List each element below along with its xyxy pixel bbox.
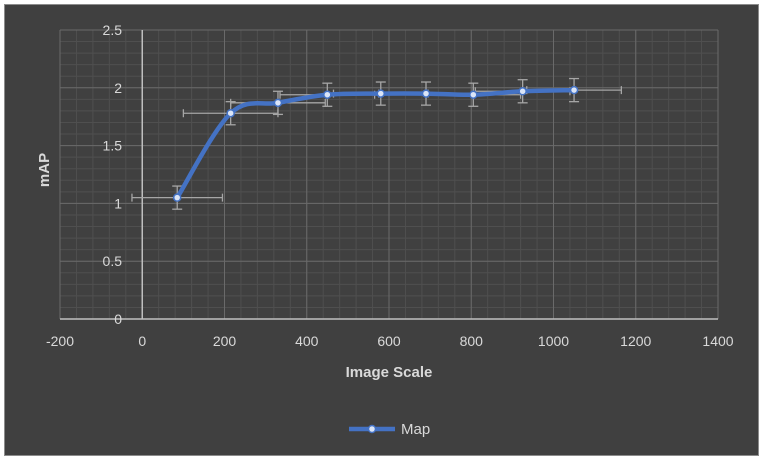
data-point <box>226 108 235 118</box>
axes <box>60 30 718 320</box>
y-tick-label: 1 <box>114 195 122 211</box>
x-tick-label: 1000 <box>538 333 569 349</box>
legend-label: Map <box>401 421 430 438</box>
x-tick-labels: -200 0 200 400 600 800 1000 1200 1400 <box>46 333 734 349</box>
x-tick-label: 400 <box>295 333 319 349</box>
series-line-map <box>174 87 577 200</box>
x-tick-label: 800 <box>460 333 484 349</box>
legend: Map <box>349 421 430 438</box>
chart-area: -200 0 200 400 600 800 1000 1200 1400 0 0.5 1 1.5 2 2… <box>4 4 759 456</box>
data-point <box>421 89 431 98</box>
x-tick-label: -200 <box>46 333 74 349</box>
x-axis-title: Image Scale <box>346 364 433 381</box>
data-point <box>469 90 478 99</box>
y-tick-labels: 0 0.5 1 1.5 2 2.5 <box>103 22 123 327</box>
data-point <box>323 90 332 99</box>
chart-svg: -200 0 200 400 600 800 1000 1200 1400 0 0.5 1 1.5 2 2… <box>36 22 734 438</box>
data-point <box>569 85 579 95</box>
y-tick-label: 2 <box>114 80 122 96</box>
y-tick-label: 2.5 <box>103 22 123 38</box>
series-lines <box>174 87 577 200</box>
x-tick-label: 1200 <box>620 333 651 349</box>
legend-marker <box>367 424 377 434</box>
x-tick-label: 600 <box>377 333 401 349</box>
x-tick-label: 1400 <box>702 333 733 349</box>
y-tick-label: 0 <box>114 311 122 327</box>
data-point <box>172 193 182 202</box>
data-points <box>172 85 579 202</box>
x-tick-label: 200 <box>213 333 237 349</box>
y-axis-title: mAP <box>36 153 53 187</box>
x-tick-label: 0 <box>138 333 146 349</box>
y-tick-label: 1.5 <box>103 138 123 154</box>
error-bars <box>131 77 623 210</box>
data-point <box>273 98 283 108</box>
data-point <box>518 87 527 96</box>
y-tick-label: 0.5 <box>103 253 123 269</box>
data-point <box>376 89 386 98</box>
